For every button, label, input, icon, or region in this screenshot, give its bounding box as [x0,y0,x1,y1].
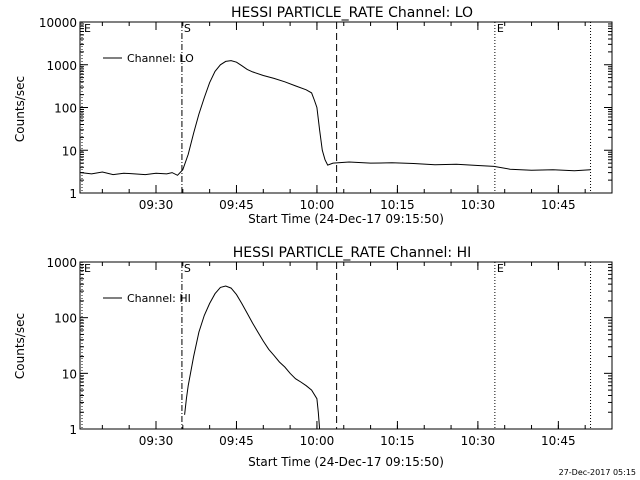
x-axis-label: Start Time (24-Dec-17 09:15:50) [248,212,444,226]
y-tick-label: 1000 [46,59,77,73]
series-line-0 [80,60,591,176]
event-marker-label: E [497,262,504,275]
event-marker-label: E [497,22,504,35]
y-tick-label: 10 [62,367,77,381]
series-line-0 [184,285,321,430]
x-tick-label: 10:00 [300,198,335,212]
y-axis-label: Counts/sec [13,313,27,379]
y-tick-label: 1000 [46,256,77,270]
x-tick-label: 10:45 [541,434,576,448]
x-tick-label: 10:30 [461,198,496,212]
x-tick-label: 10:15 [380,198,415,212]
panel-lo: HESSI PARTICLE_RATE Channel: LO Start Ti… [13,5,613,226]
y-tick-label: 10 [62,144,77,158]
footer-timestamp: 27-Dec-2017 05:15 [559,468,636,477]
x-tick-label: 09:30 [139,198,174,212]
event-marker-label: S [184,262,191,275]
legend: Channel: LO [103,52,194,65]
legend: Channel: HI [103,292,191,305]
y-tick-label: 1 [69,187,77,201]
legend-label: Channel: LO [127,52,194,65]
y-tick-label: 100 [54,102,77,116]
x-tick-label: 09:45 [219,198,254,212]
x-tick-label: 09:30 [139,434,174,448]
legend-label: Channel: HI [127,292,191,305]
x-tick-label: 10:00 [300,434,335,448]
panel-hi: HESSI PARTICLE_RATE Channel: HI Start Ti… [13,245,613,469]
plot-frame [79,21,613,194]
y-axis-label: Counts/sec [13,76,27,142]
x-axis-label: Start Time (24-Dec-17 09:15:50) [248,455,444,469]
y-tick-label: 10000 [39,16,77,30]
x-tick-label: 10:30 [461,434,496,448]
y-tick-label: 100 [54,312,77,326]
event-marker-label: E [84,262,91,275]
chart-title: HESSI PARTICLE_RATE Channel: HI [233,245,471,261]
x-tick-label: 10:15 [380,434,415,448]
chart-title: HESSI PARTICLE_RATE Channel: LO [231,5,473,21]
event-marker-label: E [84,22,91,35]
plot-frame [79,261,613,430]
y-tick-label: 1 [69,423,77,437]
x-tick-label: 09:45 [219,434,254,448]
event-marker-label: S [184,22,191,35]
x-tick-label: 10:45 [541,198,576,212]
